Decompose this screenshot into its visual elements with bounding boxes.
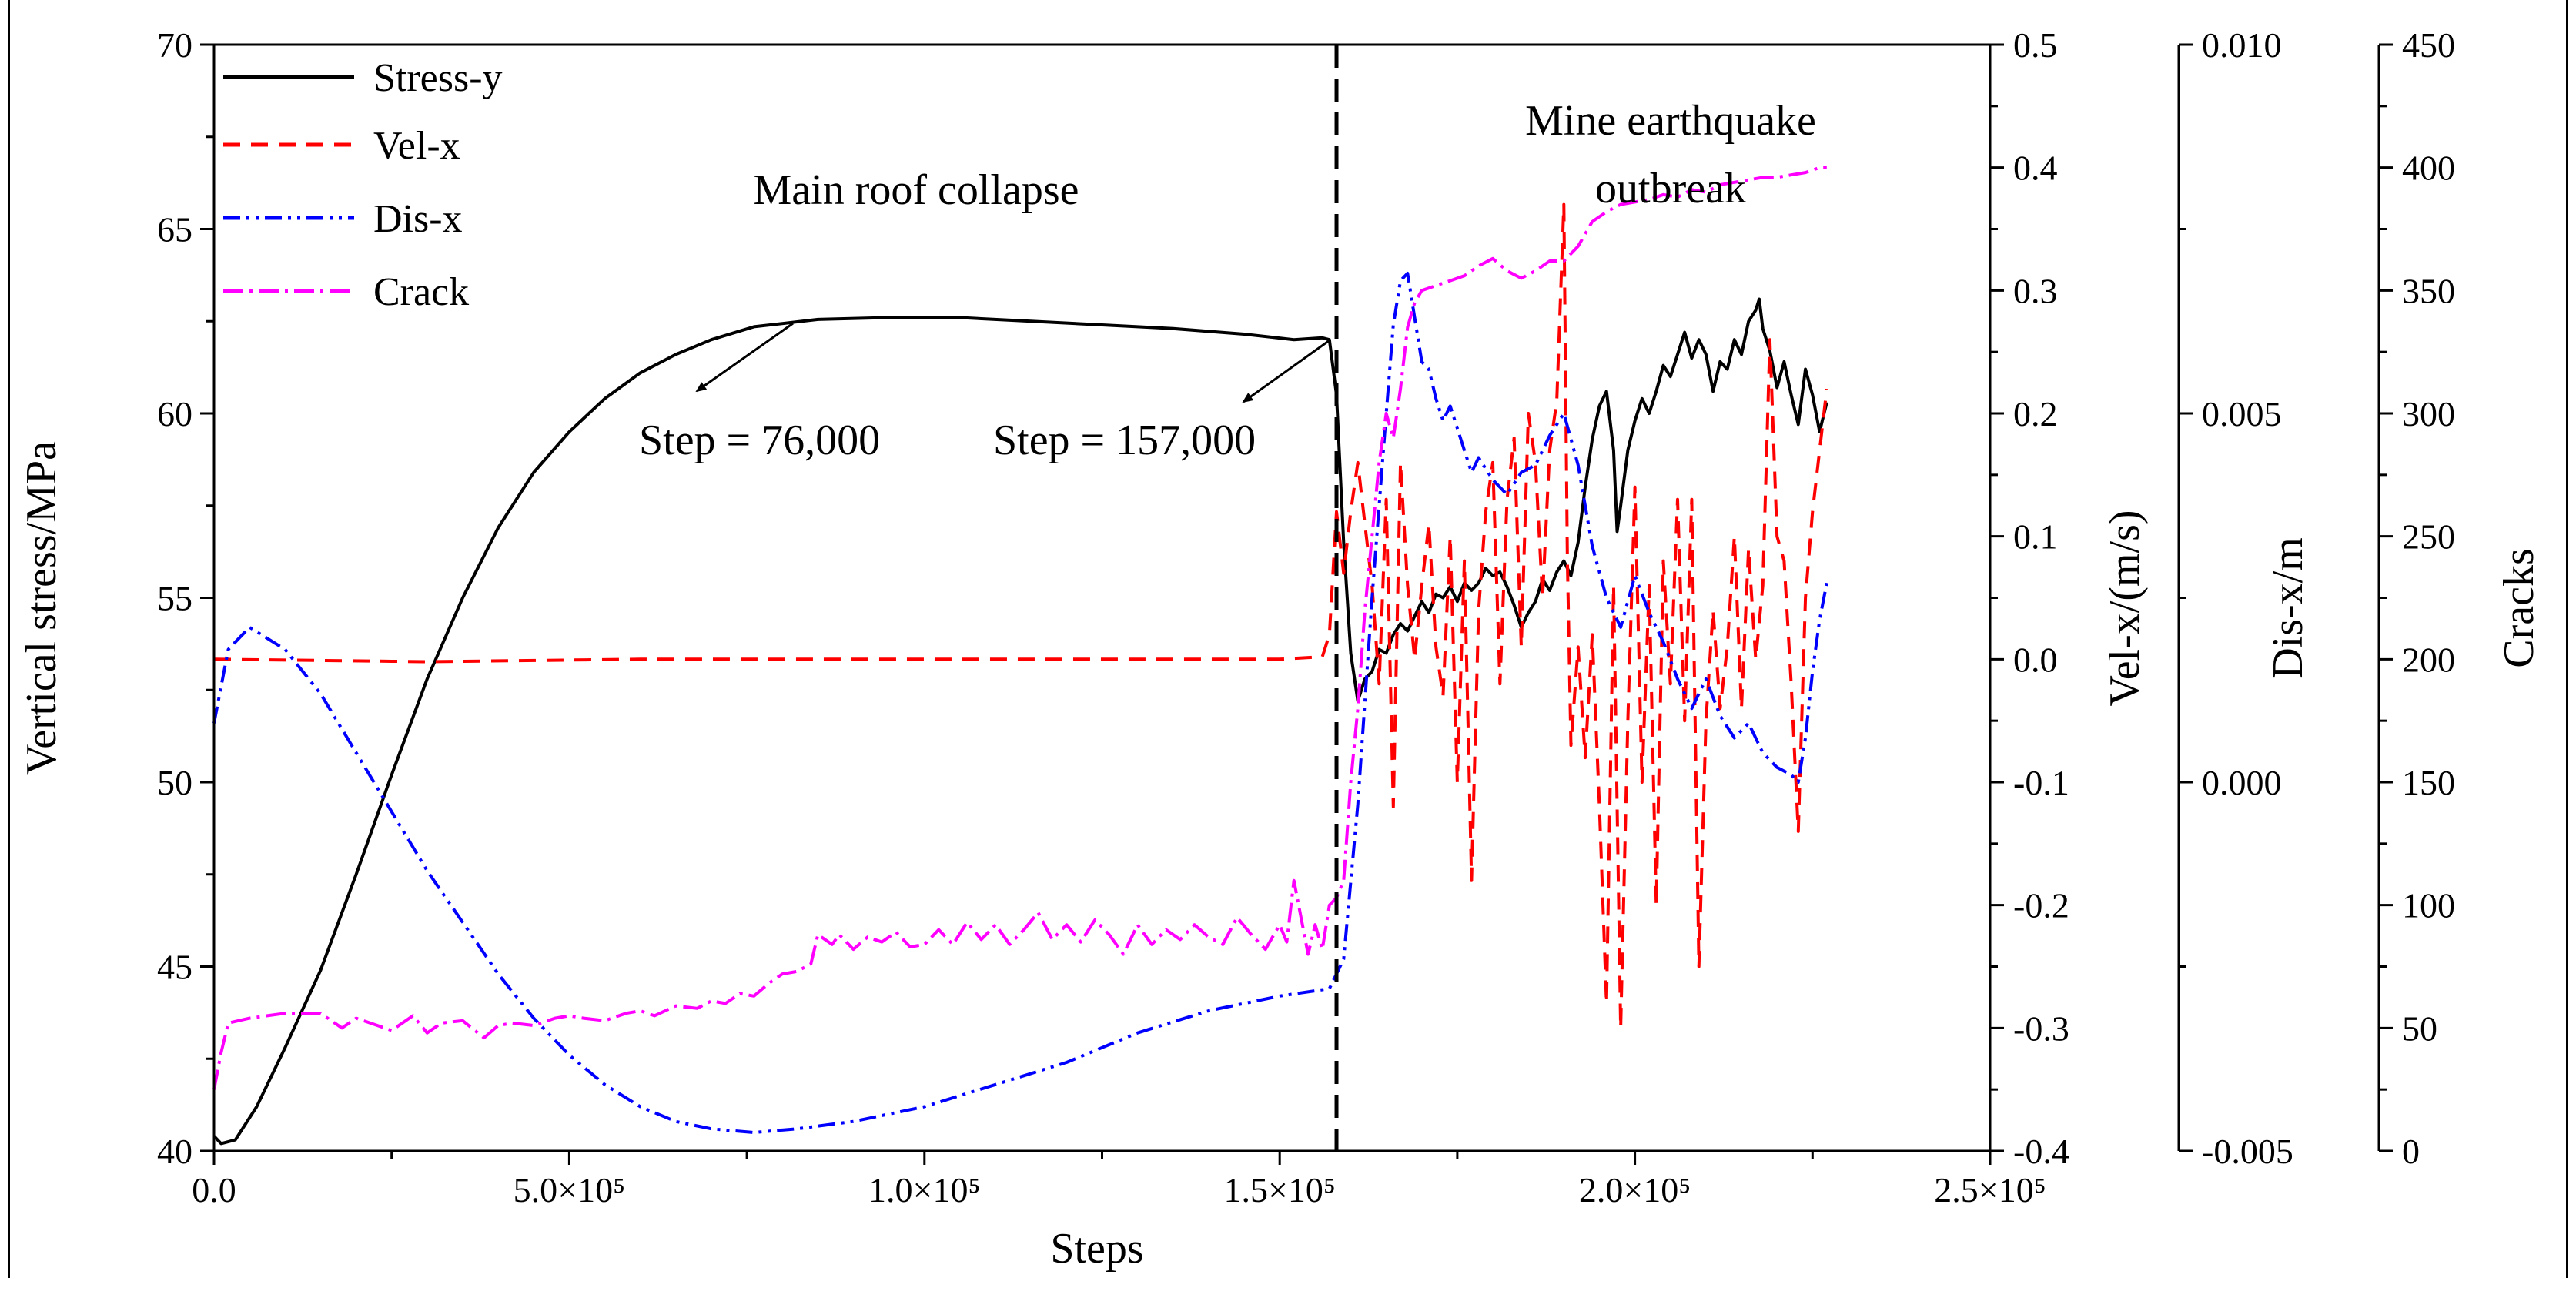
ticks-layer: 0.0 5.0×10⁵ 1.0×10⁵ 1.5×10⁵ 2.0×10⁵ 2.5×10⁵ 40… [157, 25, 2455, 1209]
series-line-dis-x [212, 272, 1828, 1134]
y-tick-label-vel: 0.2 [2013, 394, 2058, 433]
y-tick-label-stress: 45 [157, 948, 192, 987]
y-tick-label-vel: 0.0 [2013, 640, 2058, 679]
arrow-step-76000 [695, 322, 794, 393]
x-tick-label: 1.0×10⁵ [868, 1170, 980, 1209]
y-tick-label-dis: -0.005 [2202, 1132, 2293, 1171]
axes-layer [8, 0, 2568, 1278]
y-axis-title-dis: Dis-x/m [2264, 537, 2312, 679]
x-tick-label: 2.0×10⁵ [1579, 1170, 1691, 1209]
y-tick-label-dis: 0.005 [2202, 394, 2282, 433]
y-axis-title-stress: Vertical stress/MPa [18, 441, 65, 775]
x-tick-label: 0.0 [192, 1170, 236, 1209]
y-axis-title-vel: Vel-x/(m/s) [2101, 510, 2149, 706]
annotation-step-157000: Step = 157,000 [993, 416, 1256, 464]
y-axis-title-crack: Cracks [2495, 548, 2543, 668]
legend-label-stress-y: Stress-y [373, 56, 503, 100]
series-line-crack [212, 166, 1827, 1090]
y-tick-label-vel: -0.1 [2013, 763, 2069, 802]
y-tick-label-crack: 250 [2402, 517, 2455, 557]
series-layer [212, 45, 1828, 1151]
y-tick-label-stress: 60 [157, 394, 192, 433]
annotation-outbreak: outbreak [1595, 165, 1746, 212]
y-tick-label-crack: 400 [2402, 149, 2455, 188]
series-line-stress-y [212, 297, 1828, 1146]
y-tick-label-vel: 0.3 [2013, 271, 2058, 310]
legend-label-crack: Crack [373, 270, 469, 314]
y-tick-label-stress: 70 [157, 25, 192, 65]
y-tick-label-stress: 50 [157, 763, 192, 802]
y-tick-label-vel: 0.4 [2013, 149, 2058, 188]
y-tick-label-dis: 0.010 [2202, 25, 2282, 65]
annotations: Main roof collapse Mine earthquake outbr… [639, 97, 1816, 464]
y-tick-label-vel: -0.3 [2013, 1009, 2069, 1048]
y-tick-label-stress: 40 [157, 1132, 192, 1171]
y-tick-label-dis: 0.000 [2202, 763, 2282, 802]
annotation-step-76000: Step = 76,000 [639, 416, 880, 464]
y-tick-label-vel: 0.1 [2013, 517, 2058, 557]
legend: Stress-y Vel-x Dis-x Crack [223, 56, 503, 314]
y-tick-label-stress: 55 [157, 579, 192, 618]
y-tick-label-vel: -0.2 [2013, 886, 2069, 925]
legend-label-dis-x: Dis-x [373, 197, 463, 241]
legend-label-vel-x: Vel-x [373, 124, 460, 168]
annotation-mine-earthquake: Mine earthquake [1525, 97, 1816, 145]
y-tick-label-crack: 0 [2402, 1132, 2420, 1171]
y-tick-label-crack: 300 [2402, 394, 2455, 433]
y-tick-label-stress: 65 [157, 210, 192, 249]
x-tick-label: 5.0×10⁵ [514, 1170, 625, 1209]
y-tick-label-crack: 450 [2402, 25, 2455, 65]
y-tick-label-crack: 50 [2402, 1009, 2437, 1048]
x-tick-label: 1.5×10⁵ [1223, 1170, 1335, 1209]
y-tick-label-crack: 200 [2402, 640, 2455, 679]
y-tick-label-crack: 150 [2402, 763, 2455, 802]
annotation-main-roof-collapse: Main roof collapse [754, 166, 1079, 214]
x-axis-title: Steps [1050, 1225, 1143, 1273]
x-tick-label: 2.5×10⁵ [1934, 1170, 2046, 1209]
y-tick-label-crack: 100 [2402, 886, 2455, 925]
y-tick-label-vel: 0.5 [2013, 25, 2058, 65]
y-tick-label-crack: 350 [2402, 271, 2455, 310]
arrow-step-157000 [1242, 339, 1330, 403]
y-tick-label-vel: -0.4 [2013, 1132, 2069, 1171]
